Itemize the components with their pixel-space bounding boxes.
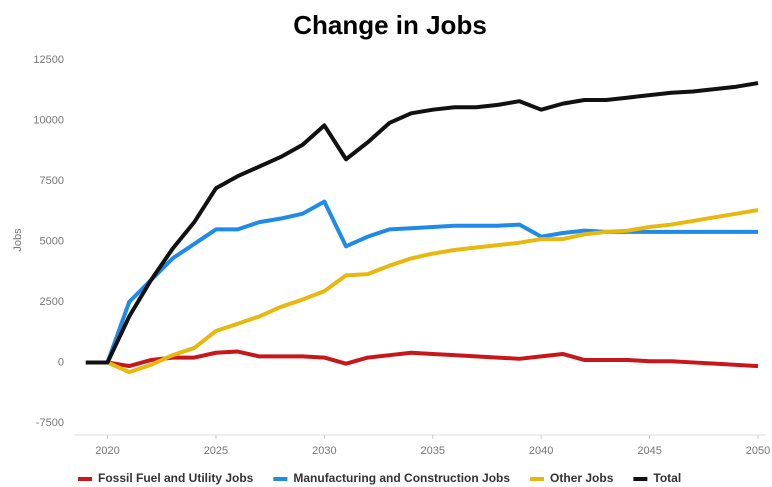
y-tick-label: 12500: [33, 54, 64, 66]
y-tick-label: 0: [58, 356, 64, 368]
chart-title: Change in Jobs: [293, 10, 487, 40]
y-tick-label: 7500: [40, 175, 64, 187]
x-tick-label: 2030: [312, 445, 336, 457]
y-tick-label: -7500: [36, 417, 64, 429]
y-axis-label: Jobs: [12, 228, 24, 252]
legend-swatch: [530, 477, 545, 481]
legend-label: Total: [653, 471, 681, 485]
legend-label: Manufacturing and Construction Jobs: [293, 471, 510, 485]
x-tick-label: 2020: [95, 445, 119, 457]
x-tick-label: 2050: [746, 445, 770, 457]
legend-swatch: [633, 477, 648, 481]
y-tick-label: 10000: [33, 114, 64, 126]
legend-swatch: [78, 477, 92, 481]
x-tick-label: 2035: [421, 445, 445, 457]
series-line: [85, 81, 759, 365]
x-tick-label: 2025: [204, 445, 228, 457]
series-line: [85, 208, 759, 375]
legend-swatch: [273, 477, 288, 481]
series-line: [85, 199, 758, 365]
y-tick-label: 2500: [40, 296, 64, 308]
legend-label: Fossil Fuel and Utility Jobs: [98, 471, 254, 485]
y-tick-label: 5000: [40, 235, 64, 247]
legend-label: Other Jobs: [550, 471, 614, 485]
x-tick-label: 2045: [637, 445, 661, 457]
x-tick-label: 2040: [529, 445, 553, 457]
series-line: [85, 349, 759, 369]
